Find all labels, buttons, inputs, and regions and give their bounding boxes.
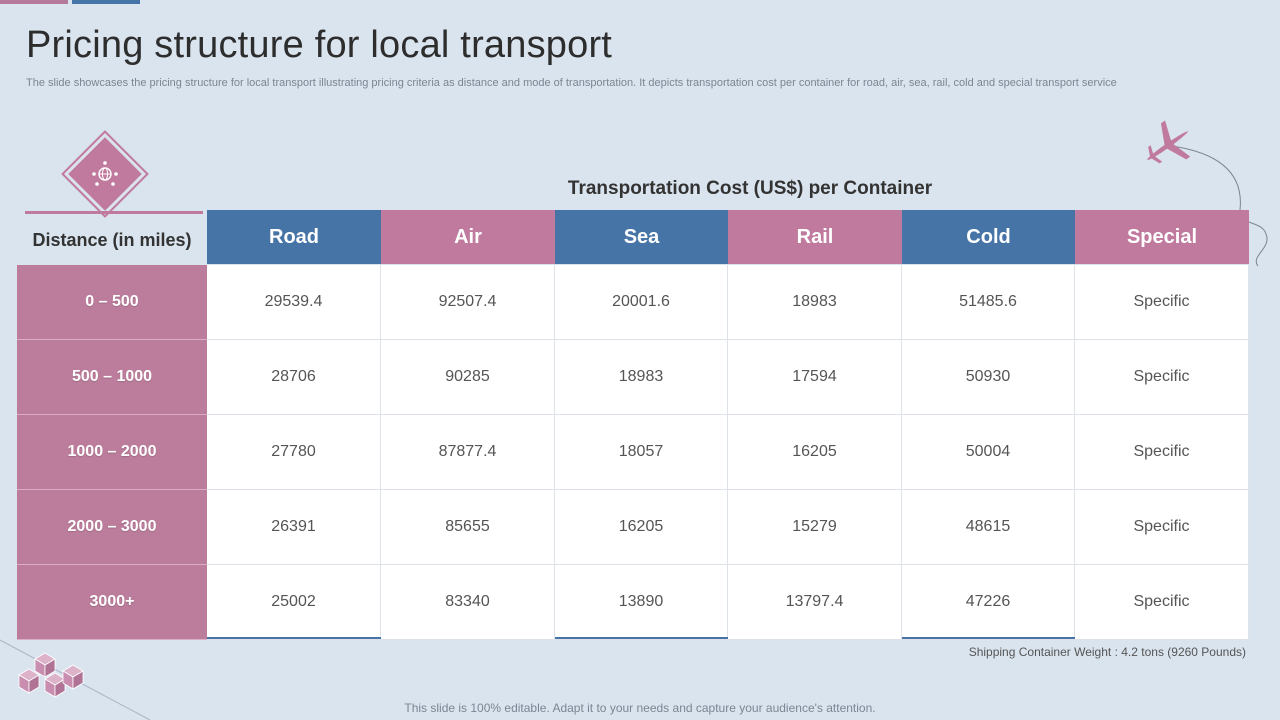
cell-road-0-500: 29539.4: [207, 265, 381, 340]
cell-cold-2000-3000: 48615: [902, 490, 1075, 565]
page-subtitle: The slide showcases the pricing structur…: [26, 77, 1117, 89]
cell-sea-2000-3000: 16205: [555, 490, 728, 565]
column-header-special: Special: [1075, 210, 1249, 264]
row-header-2000-3000: 2000 – 3000: [17, 490, 207, 565]
distance-column-header: Distance (in miles): [32, 229, 192, 250]
cell-sea-1000-2000: 18057: [555, 415, 728, 490]
cell-air-2000-3000: 85655: [381, 490, 555, 565]
boxes-icon: [0, 639, 151, 720]
team-globe-icon: [92, 161, 118, 186]
cell-road-2000-3000: 26391: [207, 490, 381, 565]
cell-rail-1000-2000: 16205: [728, 415, 902, 490]
top-accent-pink: [0, 0, 68, 4]
cell-air-500-1000: 90285: [381, 340, 555, 415]
cell-special-1000-2000: Specific: [1075, 415, 1249, 490]
cell-rail-0-500: 18983: [728, 265, 902, 340]
cell-rail-3000-plus: 13797.4: [728, 565, 902, 640]
cell-cold-1000-2000: 50004: [902, 415, 1075, 490]
cell-special-0-500: Specific: [1075, 265, 1249, 340]
table-caption: Transportation Cost (US$) per Container: [567, 178, 933, 199]
footer-note: This slide is 100% editable. Adapt it to…: [404, 701, 876, 715]
header-divider: [25, 211, 203, 214]
column-header-air: Air: [381, 210, 555, 264]
row-header-1000-2000: 1000 – 2000: [17, 415, 207, 490]
cell-air-3000-plus: 83340: [381, 565, 555, 640]
cell-special-500-1000: Specific: [1075, 340, 1249, 415]
cell-air-0-500: 92507.4: [381, 265, 555, 340]
cell-rail-500-1000: 17594: [728, 340, 902, 415]
cell-cold-500-1000: 50930: [902, 340, 1075, 415]
row-header-3000-plus: 3000+: [17, 565, 207, 640]
cell-special-2000-3000: Specific: [1075, 490, 1249, 565]
cell-special-3000-plus: Specific: [1075, 565, 1249, 640]
column-header-road: Road: [207, 210, 381, 264]
cell-sea-500-1000: 18983: [555, 340, 728, 415]
top-accent-blue: [72, 0, 140, 4]
row-header-0-500: 0 – 500: [17, 265, 207, 340]
cell-air-1000-2000: 87877.4: [381, 415, 555, 490]
accent-line-cold: [902, 637, 1075, 639]
cell-sea-0-500: 20001.6: [555, 265, 728, 340]
cell-road-3000-plus: 25002: [207, 565, 381, 640]
cell-road-1000-2000: 27780: [207, 415, 381, 490]
accent-line-sea: [555, 637, 728, 639]
column-header-rail: Rail: [728, 210, 902, 264]
column-header-cold: Cold: [902, 210, 1075, 264]
container-weight-note: Shipping Container Weight : 4.2 tons (92…: [968, 645, 1246, 659]
page-title: Pricing structure for local transport: [26, 24, 613, 66]
accent-line-road: [207, 637, 381, 639]
cell-cold-0-500: 51485.6: [902, 265, 1075, 340]
cell-sea-3000-plus: 13890: [555, 565, 728, 640]
cell-rail-2000-3000: 15279: [728, 490, 902, 565]
row-header-500-1000: 500 – 1000: [17, 340, 207, 415]
team-globe-badge: [68, 137, 142, 211]
cell-road-500-1000: 28706: [207, 340, 381, 415]
column-header-sea: Sea: [555, 210, 728, 264]
cell-cold-3000-plus: 47226: [902, 565, 1075, 640]
